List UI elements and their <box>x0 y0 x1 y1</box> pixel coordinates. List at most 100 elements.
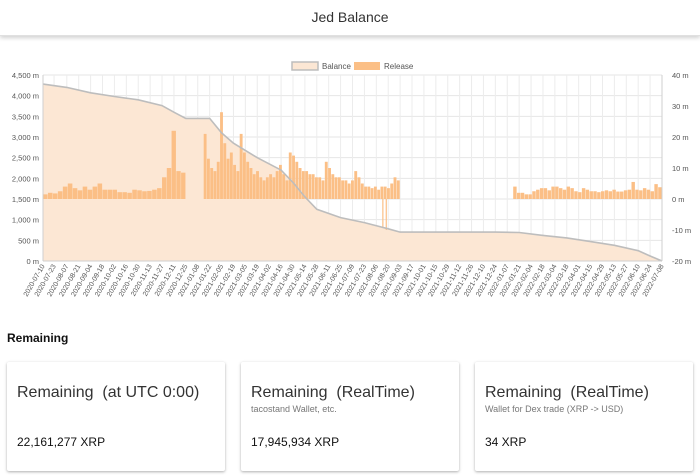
release-bar <box>295 161 299 199</box>
release-bar <box>147 190 152 199</box>
card-value: 22,161,277 XRP <box>17 435 106 449</box>
release-bar <box>272 177 276 199</box>
release-bar <box>57 191 63 199</box>
release-bar <box>558 188 563 199</box>
card-title: Remaining (at UTC 0:00) <box>17 384 200 401</box>
y-left-tick-label: 2,000 m <box>12 174 39 183</box>
balance-line <box>42 83 663 262</box>
release-bar <box>262 180 266 199</box>
release-bar <box>210 168 214 199</box>
release-bar <box>176 171 181 199</box>
release-bar <box>152 189 157 199</box>
release-bar <box>107 189 113 199</box>
legend-label-release: Release <box>384 62 414 71</box>
release-bar <box>206 158 210 199</box>
release-bar <box>387 188 390 199</box>
release-bar <box>581 188 586 199</box>
release-bar <box>223 143 227 199</box>
chart-legend: Balance Release <box>291 61 414 71</box>
card-title: Remaining (RealTime) <box>251 384 415 401</box>
release-bar <box>341 180 345 199</box>
y-left-tick-label: 1,500 m <box>12 195 39 204</box>
release-bar <box>256 171 259 199</box>
release-bar <box>43 194 48 199</box>
release-bars <box>43 112 662 230</box>
release-bar <box>528 194 532 199</box>
legend-swatch-release <box>354 62 380 70</box>
release-bar <box>380 186 384 199</box>
release-bar <box>383 186 387 199</box>
release-bar <box>269 174 273 199</box>
release-bar <box>604 190 609 199</box>
release-bar <box>370 188 374 199</box>
release-bar <box>67 183 73 199</box>
release-bar <box>547 190 551 199</box>
y-left-tick-label: 4,000 m <box>12 92 39 101</box>
release-bar <box>112 189 117 199</box>
release-bar <box>593 191 597 199</box>
release-bar <box>87 189 93 199</box>
release-bar <box>600 191 605 199</box>
release-bar <box>539 188 544 199</box>
release-bar <box>513 186 517 199</box>
legend-swatch-balance <box>291 61 319 71</box>
release-bar <box>92 186 98 199</box>
release-bar <box>166 168 172 199</box>
remaining-card-realtime-wallet: Remaining (RealTime) tacostand Wallet, e… <box>241 362 459 471</box>
y-left-tick-label: 0 m <box>26 257 39 266</box>
release-bar <box>551 186 555 199</box>
release-bar <box>532 191 536 199</box>
release-bar <box>117 192 122 199</box>
release-bar <box>282 174 286 199</box>
release-bar <box>364 186 367 199</box>
release-bar <box>390 183 394 199</box>
release-bar <box>623 190 628 199</box>
release-bar <box>360 183 364 199</box>
release-bar <box>331 174 335 199</box>
y-right-tick-label: 30 m <box>672 102 689 111</box>
release-bar <box>311 174 315 199</box>
release-bar <box>246 161 250 199</box>
release-bar <box>171 130 176 199</box>
y-right-tick-label: 40 m <box>672 71 689 80</box>
release-bar <box>82 186 88 199</box>
release-bar <box>142 191 147 199</box>
release-bar <box>347 183 351 199</box>
release-bar <box>570 188 574 199</box>
release-bar <box>127 192 132 199</box>
release-bar <box>620 191 624 199</box>
y-right-tick-label: 20 m <box>672 133 689 142</box>
release-bar <box>52 193 58 199</box>
release-bar <box>658 187 662 199</box>
remaining-section-title: Remaining <box>7 331 69 345</box>
card-title: Remaining (RealTime) <box>485 384 649 401</box>
release-bar <box>536 189 540 199</box>
release-bar <box>574 191 578 199</box>
release-bar <box>301 171 305 199</box>
release-bar <box>612 189 616 199</box>
release-bar <box>585 189 590 199</box>
chart-axes: 0 m 500 m 1,000 m 1,500 m 2,000 m 2,500 m 3,00… <box>12 71 691 298</box>
y-right-tick-label: -20 m <box>672 257 691 266</box>
release-bar <box>646 189 651 199</box>
release-bar <box>162 177 167 199</box>
release-bar <box>72 188 78 199</box>
release-bar <box>308 174 312 199</box>
y-left-tick-label: 500 m <box>18 236 39 245</box>
release-bar <box>566 186 571 199</box>
y-left-tick-label: 3,500 m <box>12 112 39 121</box>
balance-release-chart: 0 m 500 m 1,000 m 1,500 m 2,000 m 2,500 m 3,00… <box>12 61 691 298</box>
y-left-tick-label: 2,500 m <box>12 154 39 163</box>
release-bar <box>318 177 322 199</box>
y-left-tick-label: 1,000 m <box>12 216 39 225</box>
balance-area-fill <box>43 84 662 261</box>
release-bar <box>382 199 384 227</box>
release-bar <box>627 189 632 199</box>
release-bar <box>181 172 186 199</box>
release-bar <box>562 189 567 199</box>
release-bar <box>589 191 593 199</box>
release-bar <box>285 180 289 199</box>
release-bar <box>265 177 269 199</box>
release-bar <box>654 184 658 199</box>
release-bar <box>213 171 217 199</box>
